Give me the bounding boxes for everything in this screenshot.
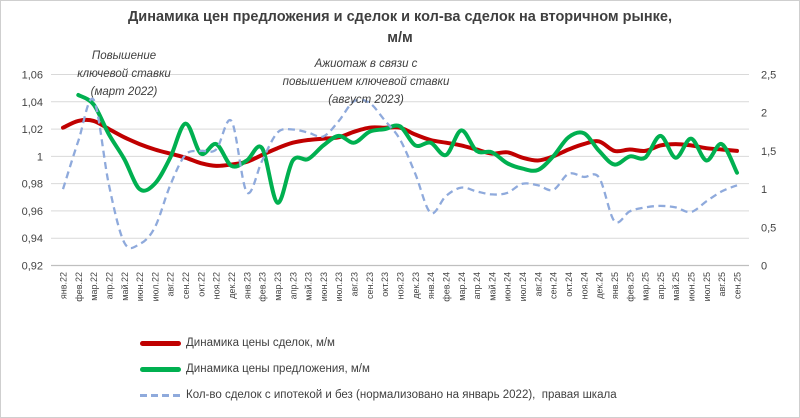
- right-axis-tick-label: 0: [761, 261, 767, 273]
- x-axis-month-label: сен.22: [181, 272, 191, 299]
- x-axis-month-label: мар.23: [273, 272, 283, 301]
- x-axis-month-label: мар.22: [89, 272, 99, 301]
- deal-count-line-swatch: [140, 393, 181, 397]
- left-axis-tick-label: 0,94: [22, 233, 43, 245]
- chart-title: Динамика цен предложения и сделок и кол-…: [1, 7, 799, 49]
- x-axis-month-label: янв.24: [426, 272, 436, 299]
- x-axis-month-label: окт.22: [196, 272, 206, 297]
- annotation-line: Повышение: [91, 50, 157, 62]
- right-axis-tick-label: 2,5: [761, 70, 776, 82]
- annotation-key-rate-march-2022: Повышение ключевой ставки (март 2022): [34, 47, 214, 101]
- x-axis-month-label: авг.23: [350, 272, 360, 296]
- x-axis-month-label: май.22: [120, 272, 130, 301]
- x-axis-month-label: авг.22: [166, 272, 176, 296]
- annotation-line: Ажиотаж в связи с: [314, 58, 418, 70]
- x-axis-month-label: фев.23: [258, 272, 268, 302]
- x-axis-month-label: дек.23: [411, 272, 421, 299]
- annotation-rush-august-2023: Ажиотаж в связи с повышением ключевой ст…: [265, 55, 467, 109]
- x-axis-month-label: фев.22: [74, 272, 84, 302]
- x-axis-month-label: апр.22: [104, 272, 114, 299]
- deal-count-line: [61, 97, 738, 250]
- right-axis-tick-label: 1,5: [761, 146, 776, 158]
- x-axis-month-label: дек.22: [227, 272, 237, 299]
- x-axis-month-label: окт.23: [380, 272, 390, 297]
- right-axis-tick-label: 0,5: [761, 222, 776, 234]
- chart-title-line2: м/м: [387, 30, 413, 46]
- x-axis-month-label: сен.23: [365, 272, 375, 299]
- x-axis-month-label: сен.24: [549, 272, 559, 299]
- x-axis-month-label: май.23: [304, 272, 314, 301]
- x-axis-month-label: фев.25: [625, 272, 635, 302]
- left-axis-tick-label: 1,02: [22, 124, 43, 136]
- chart-title-line1: Динамика цен предложения и сделок и кол-…: [127, 9, 673, 25]
- annotation-line: (март 2022): [90, 86, 158, 98]
- x-axis-month-label: июн.22: [135, 272, 145, 301]
- legend-item-deal-price: Динамика цены сделок, м/м: [140, 330, 617, 356]
- x-axis-month-label: июл.25: [702, 272, 712, 301]
- annotation-line: ключевой ставки: [77, 68, 171, 80]
- chart-legend: Динамика цены сделок, м/м Динамика цены …: [140, 330, 617, 408]
- left-axis-tick-label: 1,04: [22, 97, 43, 109]
- x-axis-month-label: мар.24: [457, 272, 467, 301]
- x-axis-month-label: июн.23: [319, 272, 329, 301]
- x-axis-month-label: янв.25: [610, 272, 620, 299]
- x-axis-month-label: янв.23: [242, 272, 252, 299]
- x-axis-month-label: апр.23: [288, 272, 298, 299]
- x-axis-month-label: июл.23: [334, 272, 344, 301]
- left-axis-tick-label: 1,06: [22, 70, 43, 82]
- x-axis-month-label: ноя.23: [396, 272, 406, 299]
- left-axis-tick-label: 1: [37, 151, 43, 163]
- legend-label: Кол-во сделок с ипотекой и без (нормализ…: [186, 389, 617, 401]
- x-axis-month-label: апр.25: [656, 272, 666, 299]
- x-axis-month-label: апр.24: [472, 272, 482, 299]
- x-axis-month-label: май.24: [487, 272, 497, 301]
- x-axis-month-label: май.25: [671, 272, 681, 301]
- deal-price-line-swatch: [140, 340, 181, 346]
- x-axis-month-label: авг.25: [717, 272, 727, 296]
- annotation-line: повышением ключевой ставки: [282, 76, 450, 88]
- x-axis-month-label: июн.25: [687, 272, 697, 301]
- x-axis-month-label: дек.24: [595, 272, 605, 299]
- legend-label: Динамика цены сделок, м/м: [186, 337, 335, 349]
- x-axis-month-label: фев.24: [441, 272, 451, 302]
- x-axis-month-label: окт.24: [564, 272, 574, 297]
- legend-label: Динамика цены предложения, м/м: [186, 363, 370, 375]
- offer-price-line: [76, 93, 739, 205]
- x-axis-month-label: ноя.24: [579, 272, 589, 299]
- x-axis-month-label: июл.24: [518, 272, 528, 301]
- x-axis-month-label: янв.22: [59, 272, 69, 299]
- annotation-line: (август 2023): [328, 94, 404, 106]
- legend-item-offer-price: Динамика цены предложения, м/м: [140, 356, 617, 382]
- offer-price-line-swatch: [140, 366, 181, 372]
- x-axis-month-label: сен.25: [733, 272, 743, 299]
- left-axis-tick-label: 0,98: [22, 179, 43, 191]
- x-axis-month-label: авг.24: [533, 272, 543, 296]
- x-axis-month-label: июн.24: [503, 272, 513, 301]
- legend-item-deal-count: Кол-во сделок с ипотекой и без (нормализ…: [140, 382, 617, 408]
- x-axis-month-label: июл.22: [150, 272, 160, 301]
- x-axis-month-label: ноя.22: [212, 272, 222, 299]
- left-axis-tick-label: 0,96: [22, 206, 43, 218]
- right-axis-tick-label: 2: [761, 108, 767, 120]
- left-axis-tick-label: 0,92: [22, 261, 43, 273]
- right-axis-tick-label: 1: [761, 184, 767, 196]
- x-axis-month-label: мар.25: [641, 272, 651, 301]
